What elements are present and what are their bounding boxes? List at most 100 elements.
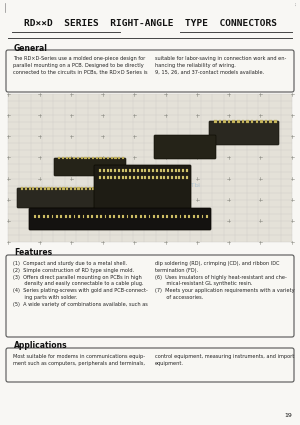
Bar xyxy=(114,176,116,179)
Bar xyxy=(152,169,154,172)
Text: Most suitable for modems in communications equip-
ment such as computers, periph: Most suitable for modems in communicatio… xyxy=(13,354,145,366)
Text: control equipment, measuring instruments, and import
equipment.: control equipment, measuring instruments… xyxy=(155,354,294,366)
Bar xyxy=(34,215,36,218)
Text: dip soldering (RD), crimping (CD), and ribbon IDC
termination (FD).
(6)  Uses in: dip soldering (RD), crimping (CD), and r… xyxy=(155,261,295,300)
Bar xyxy=(62,156,64,159)
Bar xyxy=(84,156,87,159)
Bar xyxy=(228,120,230,122)
Bar xyxy=(81,187,83,190)
Bar xyxy=(32,187,34,190)
Text: General: General xyxy=(14,44,48,53)
Bar xyxy=(100,187,102,190)
Bar xyxy=(82,215,84,218)
Bar xyxy=(135,215,137,218)
Bar xyxy=(77,156,79,159)
Bar xyxy=(148,176,150,179)
Bar xyxy=(62,187,64,190)
Bar xyxy=(197,215,199,218)
Text: (1)  Compact and sturdy due to a metal shell.
(2)  Simple construction of RD typ: (1) Compact and sturdy due to a metal sh… xyxy=(13,261,148,307)
Bar xyxy=(56,215,58,218)
Bar xyxy=(106,176,109,179)
Bar xyxy=(109,215,111,218)
Bar xyxy=(133,176,135,179)
Bar xyxy=(91,215,93,218)
Bar xyxy=(193,215,195,218)
Bar xyxy=(52,215,53,218)
Bar xyxy=(118,169,120,172)
Bar xyxy=(55,187,57,190)
Bar xyxy=(144,176,146,179)
Bar xyxy=(175,215,177,218)
Bar xyxy=(158,215,159,218)
Bar xyxy=(51,187,53,190)
Bar xyxy=(232,120,235,122)
Bar xyxy=(103,176,105,179)
Bar xyxy=(251,120,253,122)
Bar xyxy=(36,187,38,190)
FancyBboxPatch shape xyxy=(209,121,279,145)
Bar xyxy=(219,120,221,122)
Bar xyxy=(129,176,131,179)
Bar xyxy=(103,156,105,159)
Bar xyxy=(171,215,172,218)
Text: suitable for labor-saving in connection work and en-
hancing the reliability of : suitable for labor-saving in connection … xyxy=(155,56,286,75)
Bar xyxy=(70,187,72,190)
Bar xyxy=(96,215,98,218)
Bar xyxy=(202,215,203,218)
Bar xyxy=(107,156,109,159)
Bar xyxy=(206,215,208,218)
Bar xyxy=(188,215,190,218)
Bar xyxy=(47,187,50,190)
Bar xyxy=(87,215,89,218)
Bar xyxy=(129,169,131,172)
Bar xyxy=(265,120,267,122)
Bar xyxy=(141,176,142,179)
Bar xyxy=(25,187,27,190)
Bar xyxy=(122,169,124,172)
Bar xyxy=(118,156,120,159)
Bar xyxy=(125,169,128,172)
FancyBboxPatch shape xyxy=(6,348,294,382)
Bar xyxy=(178,169,180,172)
FancyBboxPatch shape xyxy=(54,158,126,176)
Bar xyxy=(58,156,60,159)
Bar xyxy=(73,156,75,159)
Bar xyxy=(186,176,188,179)
Bar xyxy=(122,176,124,179)
Bar xyxy=(65,215,67,218)
Bar xyxy=(99,169,101,172)
Bar xyxy=(163,169,165,172)
Bar xyxy=(246,120,249,122)
Bar xyxy=(99,176,101,179)
Bar xyxy=(115,156,117,159)
Bar xyxy=(141,169,142,172)
Bar xyxy=(256,120,258,122)
Bar xyxy=(92,187,95,190)
Bar xyxy=(100,215,102,218)
FancyBboxPatch shape xyxy=(29,208,211,230)
Bar xyxy=(242,120,244,122)
Bar xyxy=(69,156,71,159)
Text: Applications: Applications xyxy=(14,341,68,350)
Bar xyxy=(179,215,181,218)
Bar xyxy=(114,169,116,172)
Bar xyxy=(175,169,177,172)
Bar xyxy=(99,156,102,159)
Bar xyxy=(274,120,277,122)
Bar xyxy=(167,176,169,179)
Bar xyxy=(167,169,169,172)
Bar xyxy=(74,215,76,218)
Bar xyxy=(61,215,62,218)
Bar xyxy=(40,187,42,190)
Bar xyxy=(106,169,109,172)
Bar xyxy=(74,187,76,190)
Bar xyxy=(156,169,158,172)
Bar xyxy=(131,215,133,218)
Bar xyxy=(140,215,142,218)
Bar xyxy=(44,187,46,190)
Bar xyxy=(38,215,40,218)
Bar xyxy=(152,176,154,179)
Bar xyxy=(149,215,151,218)
Bar xyxy=(110,169,112,172)
Bar xyxy=(58,187,61,190)
